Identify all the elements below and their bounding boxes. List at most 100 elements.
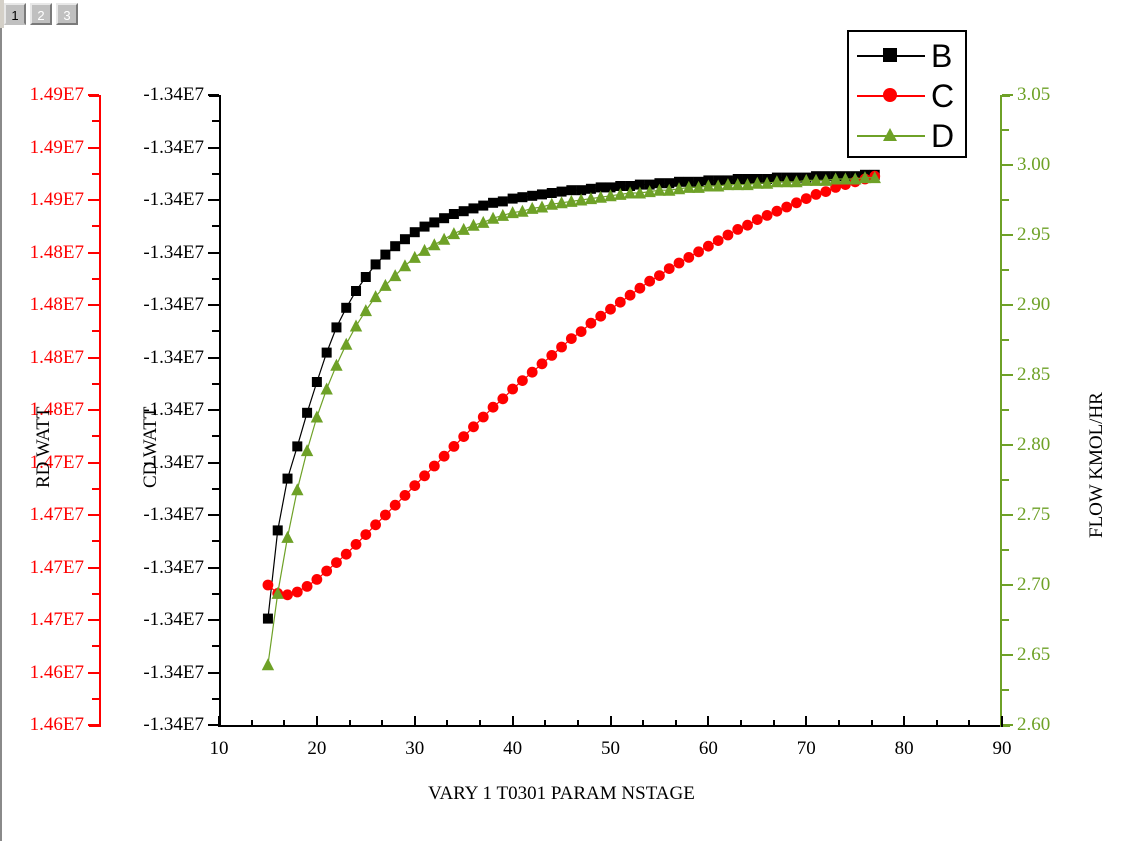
tick-minor [772, 720, 775, 727]
tick-major [88, 409, 99, 411]
data-point [409, 480, 421, 491]
axis-tick-label: 1.49E7 [29, 189, 84, 210]
tick-major [208, 566, 219, 569]
tick-minor [92, 330, 99, 333]
data-point [517, 192, 528, 203]
data-point [448, 441, 460, 452]
axis-tick-label: 1.48E7 [29, 294, 84, 315]
data-point [330, 358, 343, 371]
data-point [517, 375, 528, 386]
legend-label-b: B [931, 38, 953, 74]
tick-minor [212, 645, 219, 648]
data-point [506, 206, 519, 219]
data-point [458, 431, 470, 442]
tick-minor [212, 592, 219, 595]
data-point [605, 303, 616, 315]
data-point [565, 333, 577, 344]
data-point [360, 529, 372, 540]
tick-minor [212, 435, 219, 438]
tick-major [208, 514, 219, 516]
data-point [351, 286, 362, 296]
data-point [320, 382, 333, 395]
axis-tick-label: 1.47E7 [29, 504, 84, 525]
tab-2[interactable]: 2 [30, 3, 52, 25]
data-point [791, 197, 802, 209]
data-point [447, 227, 461, 240]
axis-tick-label: 20 [307, 738, 327, 759]
data-point [497, 196, 508, 207]
data-point [477, 215, 490, 228]
axis-rd-bottom-cap [89, 725, 99, 727]
tick-minor [92, 172, 99, 175]
data-point [380, 249, 391, 260]
data-point [331, 557, 342, 568]
tick-minor [642, 720, 645, 727]
data-point [340, 548, 352, 560]
legend-entry-b[interactable]: B [849, 36, 965, 76]
axis-tick-label: -1.34E7 [143, 294, 204, 315]
data-point [468, 203, 479, 214]
axis-tick-label: 1.46E7 [29, 661, 84, 683]
data-point [574, 193, 588, 206]
legend-label-c: C [931, 78, 955, 114]
tick-minor [381, 720, 384, 727]
data-point [575, 326, 587, 337]
data-point [496, 208, 510, 221]
axis-tick-label: -1.34E7 [143, 136, 204, 158]
series-c [262, 170, 881, 601]
axis-tick-label: 1.49E7 [29, 136, 84, 158]
data-point [770, 175, 784, 188]
data-point [654, 178, 665, 189]
data-point [527, 190, 538, 201]
data-point [419, 221, 430, 232]
data-point [751, 214, 763, 226]
axis-flow-spine [1000, 95, 1002, 727]
tick-major [1002, 444, 1013, 446]
data-point [653, 183, 666, 196]
series-b [262, 169, 880, 624]
axis-tick-label: -1.34E7 [143, 661, 204, 683]
data-point [712, 235, 724, 247]
data-point [331, 322, 342, 333]
tick-major [208, 619, 219, 621]
tick-minor [92, 540, 99, 543]
data-point [790, 175, 803, 188]
tick-minor [92, 592, 99, 595]
page-left-border [0, 28, 2, 841]
tab-1[interactable]: 1 [4, 3, 26, 25]
axis-tick-label: 50 [601, 738, 620, 759]
data-point [546, 188, 557, 198]
axis-cd-top-cap [209, 95, 219, 97]
data-point [292, 441, 303, 452]
axis-tick-label: -1.34E7 [143, 399, 204, 420]
legend-marker-circle [883, 88, 897, 102]
data-point [390, 241, 401, 252]
data-point [722, 229, 734, 241]
data-point [623, 186, 637, 199]
tab-3[interactable]: 3 [56, 3, 78, 25]
data-point [438, 450, 450, 462]
tick-minor [212, 225, 219, 228]
data-point [556, 341, 567, 353]
axis-cd-watt-spine [219, 95, 221, 727]
tick-major [1002, 304, 1013, 306]
data-point [370, 519, 381, 531]
data-point [448, 209, 459, 219]
data-point [868, 171, 881, 184]
data-point [614, 296, 626, 308]
data-point [419, 470, 430, 482]
data-point [800, 193, 812, 205]
data-point [526, 366, 538, 378]
tick-major [208, 724, 219, 726]
data-point [379, 278, 392, 291]
data-point [674, 176, 685, 187]
axis-tick-label: -1.34E7 [143, 84, 204, 105]
axis-tick-label: 1.48E7 [29, 399, 84, 420]
legend-entry-d[interactable]: D [849, 116, 965, 156]
legend-entry-c[interactable]: C [849, 76, 965, 116]
data-point [742, 219, 753, 231]
data-point [830, 182, 842, 193]
data-point [507, 383, 519, 395]
tick-minor [870, 720, 873, 727]
data-point [535, 200, 549, 213]
